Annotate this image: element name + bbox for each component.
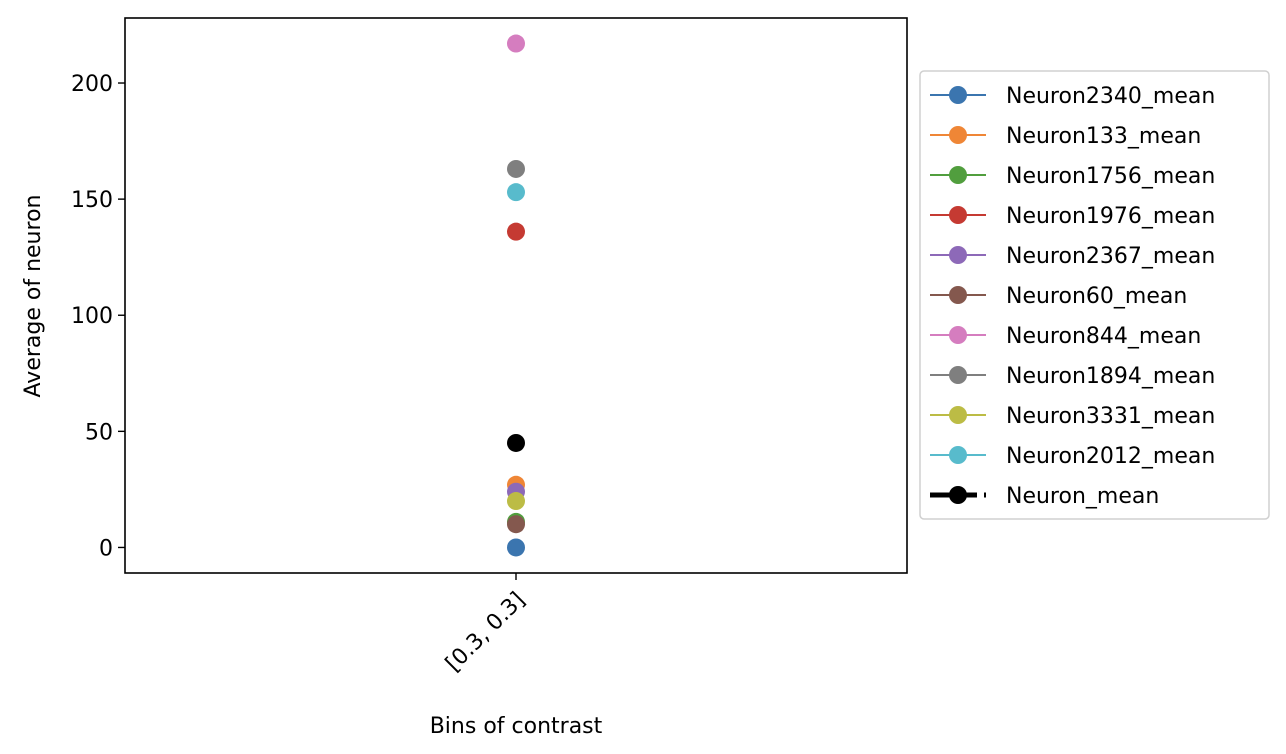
legend-label: Neuron2367_mean (1006, 244, 1215, 269)
legend-marker (949, 366, 967, 384)
legend-label: Neuron2012_mean (1006, 444, 1215, 469)
data-point-Neuron2340_mean (507, 538, 525, 557)
legend-marker (949, 446, 967, 464)
y-axis-label: Average of neuron (21, 195, 46, 398)
y-tick-label: 150 (71, 188, 113, 213)
legend-item: Neuron2340_mean (930, 84, 1215, 109)
data-point-Neuron60_mean (507, 515, 525, 534)
legend-marker (949, 86, 967, 104)
legend-marker (949, 166, 967, 184)
legend-label: Neuron844_mean (1006, 324, 1201, 349)
legend-item: Neuron60_mean (930, 284, 1187, 309)
data-point-Neuron_mean (507, 433, 525, 452)
y-tick-label: 200 (71, 72, 113, 97)
legend-item: Neuron1976_mean (930, 204, 1215, 229)
legend: Neuron2340_mean Neuron133_mean Neuron1756_… (919, 70, 1270, 520)
legend-frame (919, 70, 1270, 520)
x-tick-label: [0.3, 0.3] (441, 588, 530, 677)
legend-label: Neuron_mean (1006, 484, 1159, 509)
legend-item: Neuron2012_mean (930, 444, 1215, 469)
legend-item: Neuron2367_mean (930, 244, 1215, 269)
legend-label: Neuron1976_mean (1006, 204, 1215, 229)
legend-label: Neuron2340_mean (1006, 84, 1215, 109)
legend-marker (949, 126, 967, 144)
legend-item: Neuron1756_mean (930, 164, 1215, 189)
data-point-Neuron1894_mean (507, 159, 525, 178)
x-axis-label: Bins of contrast (430, 714, 603, 739)
y-tick-label: 50 (85, 420, 113, 445)
x-axis-ticks: [0.3, 0.3] (441, 573, 530, 677)
data-point-Neuron844_mean (507, 34, 525, 53)
legend-label: Neuron60_mean (1006, 284, 1187, 309)
legend-marker (949, 406, 967, 424)
legend-marker (949, 286, 967, 304)
legend-item: Neuron844_mean (930, 324, 1201, 349)
legend-label: Neuron133_mean (1006, 124, 1201, 149)
data-points (507, 34, 525, 557)
legend-item: Neuron3331_mean (930, 404, 1215, 429)
data-point-Neuron2012_mean (507, 183, 525, 202)
legend-marker (949, 486, 967, 504)
y-tick-label: 0 (99, 536, 113, 561)
legend-marker (949, 326, 967, 344)
legend-label: Neuron3331_mean (1006, 404, 1215, 429)
y-tick-label: 100 (71, 304, 113, 329)
legend-marker (949, 206, 967, 224)
legend-item: Neuron_mean (930, 484, 1159, 509)
y-axis-ticks: 0 50 100 150 200 (71, 72, 125, 561)
data-point-Neuron1976_mean (507, 222, 525, 241)
data-point-Neuron3331_mean (507, 492, 525, 511)
legend-label: Neuron1894_mean (1006, 364, 1215, 389)
legend-marker (949, 246, 967, 264)
legend-item: Neuron133_mean (930, 124, 1201, 149)
legend-label: Neuron1756_mean (1006, 164, 1215, 189)
legend-item: Neuron1894_mean (930, 364, 1215, 389)
